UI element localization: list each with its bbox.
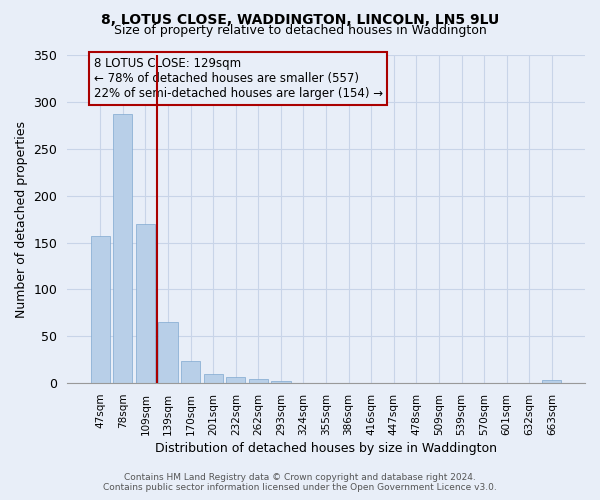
Bar: [249, 380, 268, 383]
Bar: [113, 114, 133, 383]
Text: Size of property relative to detached houses in Waddington: Size of property relative to detached ho…: [113, 24, 487, 37]
Bar: [158, 322, 178, 383]
Bar: [542, 380, 562, 383]
Bar: [271, 382, 290, 383]
Bar: [226, 376, 245, 383]
Text: 8, LOTUS CLOSE, WADDINGTON, LINCOLN, LN5 9LU: 8, LOTUS CLOSE, WADDINGTON, LINCOLN, LN5…: [101, 12, 499, 26]
Text: 8 LOTUS CLOSE: 129sqm
← 78% of detached houses are smaller (557)
22% of semi-det: 8 LOTUS CLOSE: 129sqm ← 78% of detached …: [94, 57, 383, 100]
Text: Contains HM Land Registry data © Crown copyright and database right 2024.
Contai: Contains HM Land Registry data © Crown c…: [103, 473, 497, 492]
X-axis label: Distribution of detached houses by size in Waddington: Distribution of detached houses by size …: [155, 442, 497, 455]
Bar: [136, 224, 155, 383]
Y-axis label: Number of detached properties: Number of detached properties: [15, 120, 28, 318]
Bar: [181, 360, 200, 383]
Bar: [203, 374, 223, 383]
Bar: [91, 236, 110, 383]
